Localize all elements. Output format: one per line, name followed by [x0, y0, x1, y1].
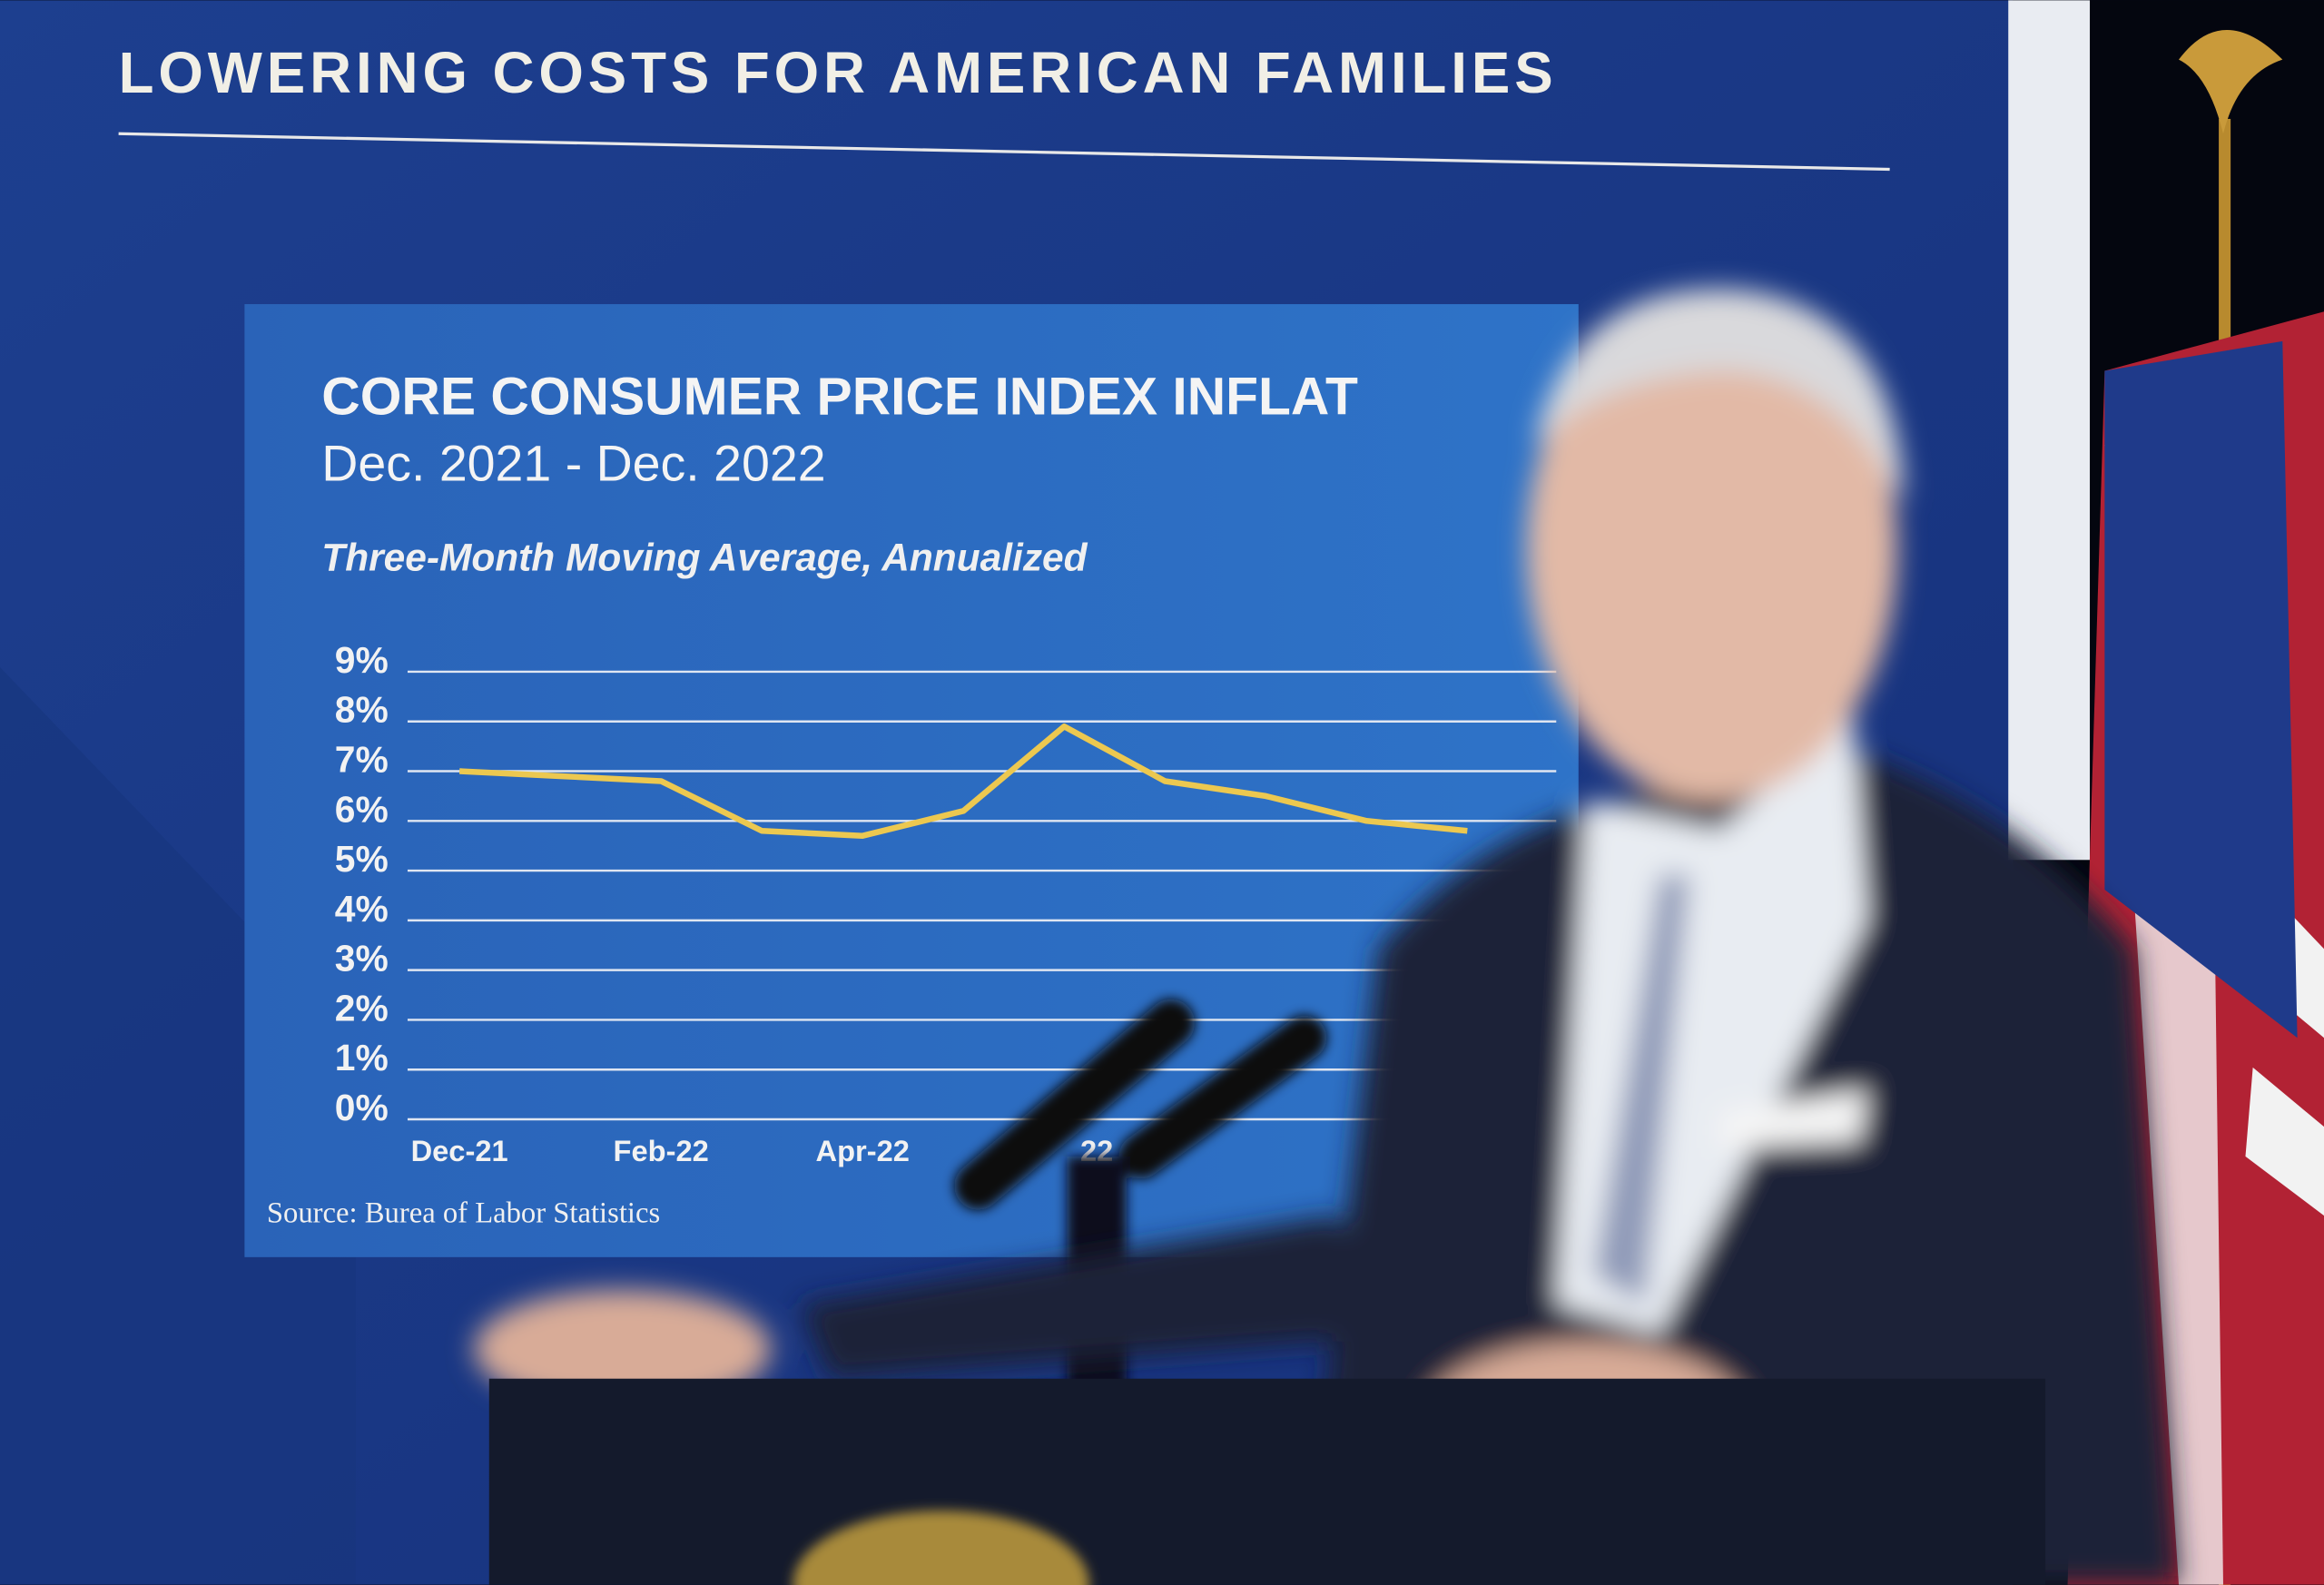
y-tick-label: 9%: [335, 639, 389, 681]
y-tick-label: 1%: [335, 1037, 389, 1078]
x-tick-label: Feb-22: [614, 1134, 709, 1167]
x-tick-label: Dec-21: [411, 1134, 508, 1167]
chart-title: CORE CONSUMER PRICE INDEX INFLAT: [321, 368, 1358, 427]
chart-panel: [244, 304, 1579, 1257]
podium: [488, 1378, 2046, 1585]
seal: [793, 1511, 1089, 1585]
y-axis-label: Three-Month Moving Average, Annualized: [321, 537, 1088, 579]
y-tick-label: 7%: [335, 738, 389, 780]
x-tick-label: Apr-22: [816, 1134, 910, 1167]
y-tick-label: 0%: [335, 1087, 389, 1128]
speaker: [474, 289, 2179, 1585]
y-tick-label: 5%: [335, 838, 389, 880]
y-tick-label: 6%: [335, 788, 389, 830]
chart: 0%1%2%3%4%5%6%7%8%9%Dec-21 Feb-22 Apr-22 22: [335, 639, 1557, 1167]
title-rule: [118, 132, 1890, 172]
screen-frame: [2008, 0, 2091, 861]
y-tick-label: 8%: [335, 689, 389, 731]
decor: [0, 667, 356, 1585]
chart-subtitle: Dec. 2021 - Dec. 2022: [321, 435, 825, 491]
y-tick-label: 3%: [335, 938, 389, 980]
line: [458, 723, 1468, 839]
y-tick-label: 4%: [335, 888, 389, 930]
y-tick-label: 2%: [335, 987, 389, 1029]
source: Source: Burea of Labor Statistics: [267, 1197, 660, 1230]
slide-title: LOWERING COSTS FOR AMERICAN FAMILIES: [119, 41, 1558, 105]
